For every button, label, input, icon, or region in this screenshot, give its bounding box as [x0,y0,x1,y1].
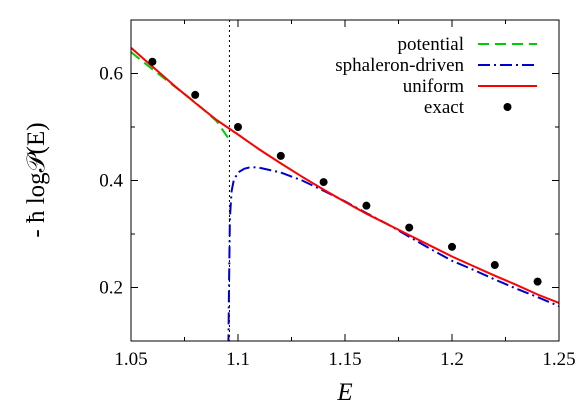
y-tick-label: 0.2 [99,278,123,299]
legend-label-exact: exact [424,97,465,118]
x-axis-title: E [336,379,352,406]
legend-label-uniform: uniform [403,76,464,97]
x-tick-label: 1.05 [114,349,147,370]
x-tick-label: 1.2 [440,349,464,370]
x-tick-label: 1.25 [542,349,575,370]
x-tick-label: 1.1 [226,349,250,370]
x-tick-label: 1.15 [328,349,361,370]
exact-point [234,123,242,131]
ticks-layer: 1.05 1.1 1.15 1.2 1.25 0.2 0.4 0.6 [99,20,576,370]
y-axis-title: - ħ log𝒫(E) [23,122,50,237]
plot-background [131,20,559,341]
y-tick-label: 0.4 [99,171,123,192]
exact-point [191,90,200,99]
exact-point [362,201,371,210]
exact-point [319,178,328,187]
legend-label-sphaleron-driven: sphaleron-driven [335,55,464,76]
series-line-uniform [131,47,559,304]
y-tick-label: 0.6 [99,64,123,85]
exact-point [448,242,456,251]
exact-point [148,57,157,66]
exact-point [533,277,542,286]
legend-sample-exact [503,103,512,111]
exact-point [276,151,285,160]
legend-label-potential: potential [398,34,464,55]
exact-point [405,223,414,232]
series-layer [131,20,559,341]
exact-point [490,261,499,270]
